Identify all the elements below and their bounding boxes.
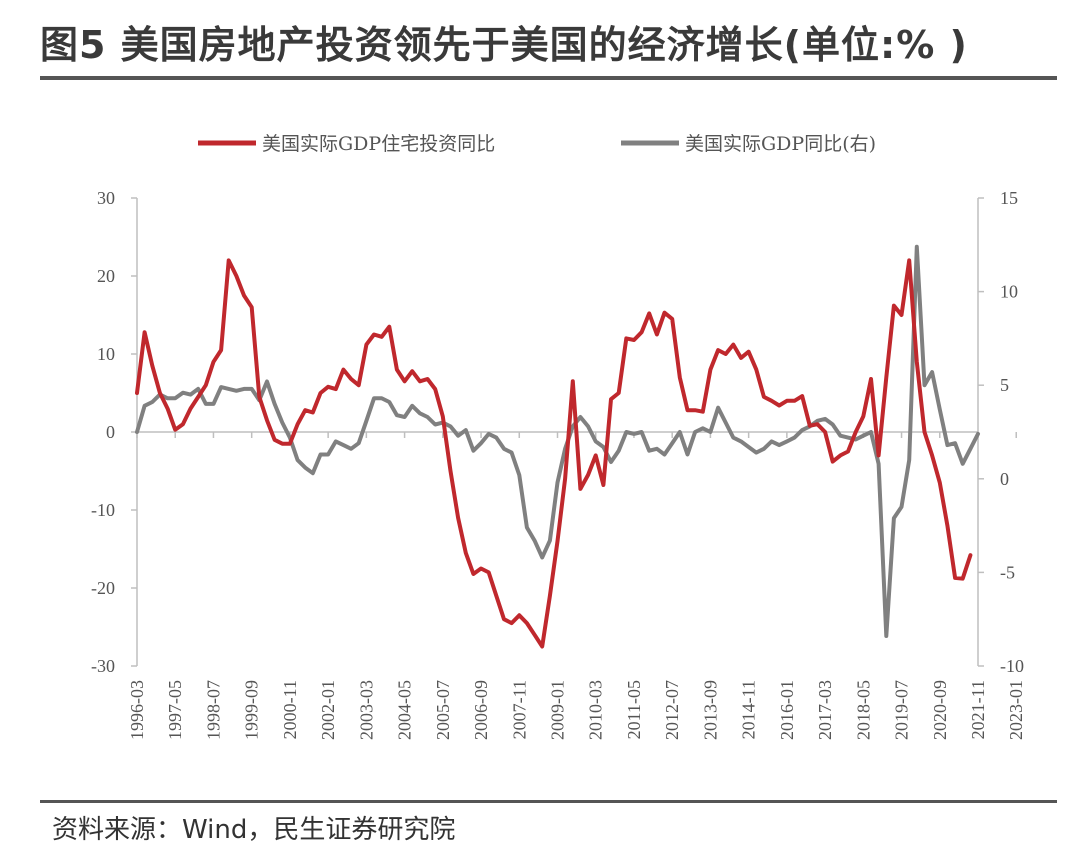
- right-tick-label: 5: [1000, 375, 1009, 395]
- left-tick-label: -30: [91, 656, 115, 676]
- x-tick-label: 2010-03: [586, 680, 606, 740]
- right-tick-label: -5: [1000, 562, 1015, 582]
- left-y-axis: 30 20 10 0 -10 -20 -30: [91, 188, 138, 676]
- x-tick-label: 1996-03: [127, 680, 147, 740]
- x-tick-label: 2006-09: [471, 680, 491, 740]
- legend-label: 美国实际GDP同比(右): [685, 133, 876, 155]
- x-tick-label: 2011-05: [624, 680, 644, 739]
- x-tick-label: 2002-01: [318, 680, 338, 740]
- x-tick-label: 2021-11: [968, 680, 988, 739]
- right-y-axis: 15 10 5 0 -5 -10: [977, 188, 1024, 676]
- x-tick-label: 2013-09: [700, 680, 720, 740]
- x-tick-label: 2023-01: [1006, 680, 1026, 740]
- right-tick-label: 10: [1000, 282, 1018, 302]
- x-tick-label: 2018-05: [853, 680, 873, 740]
- line-chart: 美国实际GDP住宅投资同比 美国实际GDP同比(右) 30 20 10 0 -10 -20 -…: [91, 133, 1026, 740]
- left-tick-label: -10: [91, 500, 115, 520]
- x-tick-label: 2014-11: [739, 680, 759, 739]
- series-line-gdp-yoy: [135, 244, 980, 638]
- x-axis: 1996-03 1997-05 1998-07 1999-09 2000-11 2002-…: [127, 431, 1026, 740]
- x-tick-label: 2017-03: [815, 680, 835, 740]
- x-tick-label: 2012-07: [662, 680, 682, 740]
- x-tick-label: 2003-03: [356, 680, 376, 740]
- x-tick-label: 1998-07: [203, 680, 223, 740]
- title-underline: [40, 76, 1057, 80]
- source-note: 资料来源：Wind，民生证券研究院: [52, 815, 456, 845]
- left-tick-label: 30: [97, 188, 115, 208]
- x-tick-label: 2019-07: [892, 680, 912, 740]
- right-tick-label: 0: [1000, 469, 1009, 489]
- x-tick-label: 2000-11: [280, 680, 300, 739]
- x-tick-label: 2016-01: [777, 680, 797, 740]
- legend-label: 美国实际GDP住宅投资同比: [262, 133, 495, 155]
- figure-title: 图5 美国房地产投资领先于美国的经济增长(单位:% ): [40, 23, 968, 67]
- left-tick-label: 20: [97, 266, 115, 286]
- right-tick-label: 15: [1000, 188, 1018, 208]
- series-layer: [135, 244, 980, 649]
- x-tick-label: 1997-05: [165, 680, 185, 740]
- x-tick-label: 2004-05: [395, 680, 415, 740]
- x-tick-label: 2007-11: [509, 680, 529, 739]
- x-tick-label: 2009-01: [548, 680, 568, 740]
- right-tick-label: -10: [1000, 656, 1024, 676]
- series-line-residential-investment: [135, 258, 973, 649]
- left-tick-label: 10: [97, 344, 115, 364]
- left-tick-label: -20: [91, 578, 115, 598]
- chart-legend: 美国实际GDP住宅投资同比 美国实际GDP同比(右): [198, 133, 876, 155]
- source-divider: [40, 800, 1057, 803]
- x-tick-label: 1999-09: [242, 680, 262, 740]
- x-tick-label: 2020-09: [930, 680, 950, 740]
- left-tick-label: 0: [106, 422, 115, 442]
- x-tick-label: 2005-07: [433, 680, 453, 740]
